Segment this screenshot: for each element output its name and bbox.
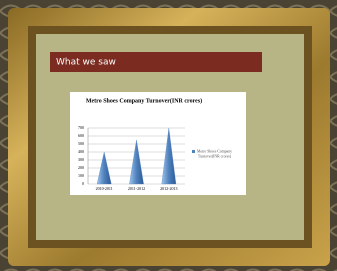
- slide-photo: What we saw Metro Shoes Company Turnover…: [0, 0, 337, 271]
- y-tick-label: 600: [78, 133, 84, 138]
- y-tick-label: 700: [78, 125, 84, 130]
- y-tick-label: 500: [78, 141, 84, 146]
- legend-swatch: [192, 150, 195, 153]
- y-tick-label: 0: [82, 181, 84, 186]
- y-tick-label: 100: [78, 173, 84, 178]
- y-tick-label: 200: [78, 165, 84, 170]
- chart-box: [70, 92, 246, 195]
- chart-title: Metro Shoes Company Turnover(INR crores): [86, 97, 202, 104]
- x-tick-label: 2012-2013: [160, 186, 177, 191]
- page: What we saw Metro Shoes Company Turnover…: [0, 0, 337, 271]
- x-tick-label: 2011-2012: [128, 186, 145, 191]
- x-tick-label: 2010-2011: [96, 186, 113, 191]
- y-tick-label: 300: [78, 157, 84, 162]
- y-tick-label: 400: [78, 149, 84, 154]
- slide-title: What we saw: [56, 58, 116, 68]
- legend-label: Metro Shoes Company Turnover(INR crores): [197, 149, 232, 158]
